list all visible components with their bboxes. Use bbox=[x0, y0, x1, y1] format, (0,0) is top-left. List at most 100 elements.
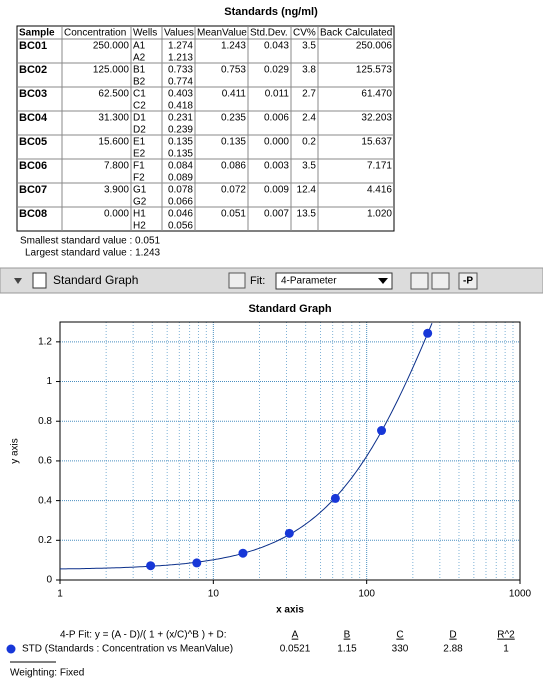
data-point bbox=[238, 548, 248, 558]
cell: 2.4 bbox=[302, 113, 316, 124]
legend-marker bbox=[6, 644, 16, 654]
cell: 0.000 bbox=[104, 209, 129, 220]
x-tick-label: 1000 bbox=[509, 589, 532, 600]
data-point bbox=[423, 328, 433, 338]
cell: 31.300 bbox=[98, 113, 129, 124]
column-header: Std.Dev. bbox=[250, 28, 288, 39]
sample-id: BC02 bbox=[19, 64, 47, 76]
x-tick-label: 100 bbox=[358, 589, 375, 600]
cell: 0.006 bbox=[264, 113, 289, 124]
legend-entry: STD (Standards : Concentration vs MeanVa… bbox=[22, 644, 233, 655]
cell: 0.046 bbox=[168, 209, 193, 220]
fit-param-value: 0.0521 bbox=[280, 644, 311, 655]
cell: 0.231 bbox=[168, 113, 193, 124]
y-axis-label: y axis bbox=[10, 438, 21, 464]
summary: Smallest standard value : 0.051 bbox=[20, 236, 161, 247]
collapse-toggle[interactable] bbox=[14, 278, 22, 284]
cell: C1 bbox=[133, 89, 146, 100]
sample-id: BC07 bbox=[19, 184, 47, 196]
fit-param-value: 2.88 bbox=[443, 644, 463, 655]
doc-icon bbox=[32, 272, 47, 289]
cell: 0.009 bbox=[264, 185, 289, 196]
cell: 3.8 bbox=[302, 65, 316, 76]
cell: D1 bbox=[133, 113, 146, 124]
fit-param-name: A bbox=[292, 630, 299, 641]
cell: D2 bbox=[133, 125, 146, 136]
fit-icon[interactable] bbox=[228, 272, 246, 289]
cell: C2 bbox=[133, 101, 146, 112]
cell: 0.072 bbox=[221, 185, 246, 196]
sample-id: BC01 bbox=[19, 40, 47, 52]
y-tick-label: 0.8 bbox=[38, 416, 52, 427]
cell: 2.7 bbox=[302, 89, 316, 100]
cell: 13.5 bbox=[297, 209, 317, 220]
column-header: Concentration bbox=[64, 28, 126, 39]
cell: 62.500 bbox=[98, 89, 129, 100]
data-point bbox=[330, 493, 340, 503]
cell: 4.416 bbox=[367, 185, 392, 196]
cell: 1.213 bbox=[168, 53, 193, 64]
data-point bbox=[146, 561, 156, 571]
y-tick-label: 0.6 bbox=[38, 456, 52, 467]
cell: 7.800 bbox=[104, 161, 129, 172]
list-button[interactable] bbox=[431, 272, 450, 290]
cell: B2 bbox=[133, 77, 146, 88]
x-tick-label: 10 bbox=[208, 589, 220, 600]
data-point bbox=[192, 558, 202, 568]
column-header: Wells bbox=[133, 28, 157, 39]
fit-param-name: R^2 bbox=[497, 630, 515, 641]
fit-curve bbox=[60, 323, 433, 570]
fit-dropdown[interactable] bbox=[275, 272, 393, 290]
cell: E1 bbox=[133, 137, 146, 148]
cell: 3.5 bbox=[302, 41, 316, 52]
cell: 3.5 bbox=[302, 161, 316, 172]
cell: A1 bbox=[133, 41, 146, 52]
cell: 0.411 bbox=[222, 89, 247, 100]
plot-frame bbox=[59, 321, 521, 581]
table-title: Standards (ng/ml) bbox=[224, 6, 318, 18]
fit-param-value: 1.15 bbox=[337, 644, 357, 655]
column-header: Sample bbox=[19, 28, 55, 39]
cell: B1 bbox=[133, 65, 146, 76]
cell: 1.020 bbox=[367, 209, 392, 220]
cell: 0.733 bbox=[168, 65, 193, 76]
cell: 0.753 bbox=[221, 65, 246, 76]
cell: 0.051 bbox=[221, 209, 246, 220]
sample-id: BC04 bbox=[19, 112, 48, 124]
cell: 1.243 bbox=[221, 41, 246, 52]
cell: 0.043 bbox=[264, 41, 289, 52]
cell: 0.135 bbox=[168, 149, 193, 160]
table-frame bbox=[16, 25, 395, 232]
sample-id: BC05 bbox=[19, 136, 47, 148]
sample-id: BC08 bbox=[19, 208, 47, 220]
cell: 0.011 bbox=[265, 89, 290, 100]
cell: 0.089 bbox=[168, 173, 193, 184]
column-header: Back Calculated bbox=[320, 28, 392, 39]
fit-param-name: B bbox=[344, 630, 351, 641]
cell: 7.171 bbox=[367, 161, 392, 172]
grid-button[interactable] bbox=[410, 272, 429, 290]
cell: 0.774 bbox=[168, 77, 193, 88]
cell: 3.900 bbox=[104, 185, 129, 196]
weighting: Weighting: Fixed bbox=[10, 668, 84, 679]
toolbar bbox=[0, 267, 543, 294]
cell: E2 bbox=[133, 149, 146, 160]
cell: H1 bbox=[133, 209, 146, 220]
p-button-label: -P bbox=[463, 276, 473, 287]
x-axis-label: x axis bbox=[276, 605, 304, 616]
column-header: CV% bbox=[293, 28, 316, 39]
x-tick-label: 1 bbox=[57, 589, 63, 600]
cell: 15.637 bbox=[361, 137, 392, 148]
fit-param-name: D bbox=[449, 630, 456, 641]
sample-id: BC03 bbox=[19, 88, 47, 100]
sample-id: BC06 bbox=[19, 160, 47, 172]
p-button[interactable] bbox=[458, 272, 478, 290]
y-tick-label: 1 bbox=[46, 376, 52, 387]
column-header: Values bbox=[164, 28, 194, 39]
fit-value: 4-Parameter bbox=[281, 276, 337, 287]
section-title: Standard Graph bbox=[53, 273, 138, 287]
cell: 32.203 bbox=[361, 113, 392, 124]
y-tick-label: 1.2 bbox=[38, 336, 52, 347]
cell: F1 bbox=[133, 161, 145, 172]
cell: H2 bbox=[133, 221, 146, 232]
